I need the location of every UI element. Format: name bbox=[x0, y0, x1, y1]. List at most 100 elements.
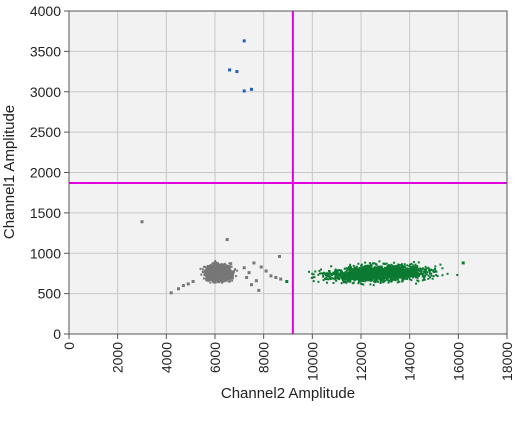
data-point bbox=[395, 271, 398, 274]
y-tick-label: 1500 bbox=[30, 205, 61, 221]
data-point bbox=[411, 272, 414, 275]
data-point bbox=[214, 261, 217, 264]
data-point bbox=[210, 272, 213, 275]
data-point bbox=[207, 269, 210, 272]
data-point bbox=[429, 276, 432, 279]
data-point bbox=[217, 266, 220, 269]
y-tick-label: 3500 bbox=[30, 43, 61, 59]
data-point bbox=[374, 273, 377, 276]
data-point bbox=[204, 265, 207, 268]
data-point bbox=[364, 269, 367, 272]
data-point bbox=[343, 272, 346, 275]
data-point bbox=[226, 268, 229, 271]
data-point bbox=[356, 270, 359, 273]
data-point bbox=[321, 272, 324, 275]
data-point bbox=[368, 276, 371, 279]
data-point bbox=[233, 268, 236, 271]
data-point bbox=[411, 270, 414, 273]
data-point bbox=[399, 264, 402, 267]
data-point bbox=[216, 281, 219, 284]
data-point bbox=[254, 279, 258, 283]
data-point bbox=[416, 276, 419, 279]
data-point bbox=[341, 272, 344, 275]
data-point bbox=[377, 276, 380, 279]
x-tick-label: 2000 bbox=[110, 342, 126, 373]
data-point bbox=[391, 278, 394, 281]
data-point bbox=[349, 268, 352, 271]
data-point bbox=[360, 276, 363, 279]
data-point bbox=[214, 272, 217, 275]
data-point bbox=[328, 272, 331, 275]
data-point bbox=[213, 272, 216, 275]
data-point bbox=[347, 271, 350, 274]
data-point bbox=[384, 279, 387, 282]
data-point bbox=[375, 277, 378, 280]
data-point bbox=[335, 274, 338, 277]
data-point bbox=[211, 279, 214, 282]
data-point bbox=[202, 277, 205, 280]
data-point bbox=[335, 279, 338, 282]
data-point bbox=[277, 254, 281, 258]
data-point bbox=[215, 263, 218, 266]
data-point bbox=[412, 272, 415, 275]
data-point bbox=[219, 265, 222, 268]
data-point bbox=[368, 271, 371, 274]
data-point bbox=[356, 276, 359, 279]
data-point bbox=[191, 280, 195, 284]
data-point bbox=[377, 272, 380, 275]
data-point bbox=[214, 270, 217, 273]
data-point bbox=[370, 272, 373, 275]
data-point bbox=[224, 277, 227, 280]
data-point bbox=[327, 278, 330, 281]
data-point bbox=[387, 275, 390, 278]
data-point bbox=[339, 271, 342, 274]
data-point bbox=[353, 266, 356, 269]
data-point bbox=[259, 265, 263, 269]
data-point bbox=[206, 273, 209, 276]
data-point bbox=[363, 277, 366, 280]
data-point bbox=[325, 274, 328, 277]
data-point bbox=[208, 265, 211, 268]
data-point bbox=[375, 266, 378, 269]
data-point bbox=[391, 274, 394, 277]
data-point bbox=[417, 280, 420, 283]
data-point bbox=[408, 273, 411, 276]
data-point bbox=[416, 274, 419, 277]
data-point bbox=[208, 276, 211, 279]
data-point bbox=[250, 87, 253, 91]
data-point bbox=[383, 266, 386, 269]
data-point bbox=[358, 280, 361, 283]
data-point bbox=[396, 277, 399, 280]
data-point bbox=[328, 269, 331, 272]
data-point bbox=[359, 275, 362, 278]
data-point bbox=[336, 277, 339, 280]
data-point bbox=[407, 275, 410, 278]
data-point bbox=[425, 273, 428, 276]
data-point bbox=[360, 273, 363, 276]
data-point bbox=[338, 269, 341, 272]
data-point bbox=[350, 267, 353, 270]
data-point bbox=[219, 275, 222, 278]
data-point bbox=[205, 275, 208, 278]
data-point bbox=[374, 266, 377, 269]
data-point bbox=[357, 262, 360, 265]
data-point bbox=[206, 266, 209, 269]
y-tick-label: 2000 bbox=[30, 165, 61, 181]
data-point bbox=[412, 264, 415, 267]
data-point bbox=[387, 270, 390, 273]
data-point bbox=[384, 276, 387, 279]
data-point bbox=[406, 268, 409, 271]
data-point bbox=[200, 273, 203, 276]
data-point bbox=[215, 278, 218, 281]
data-point bbox=[359, 269, 362, 272]
data-point bbox=[221, 280, 224, 283]
data-point bbox=[401, 280, 404, 283]
data-point bbox=[407, 267, 410, 270]
data-point bbox=[358, 267, 361, 270]
data-point bbox=[381, 269, 384, 272]
data-point bbox=[381, 267, 384, 270]
y-tick-label: 1000 bbox=[30, 245, 61, 261]
data-point bbox=[364, 266, 367, 269]
data-point bbox=[398, 270, 401, 273]
data-point bbox=[430, 274, 433, 277]
